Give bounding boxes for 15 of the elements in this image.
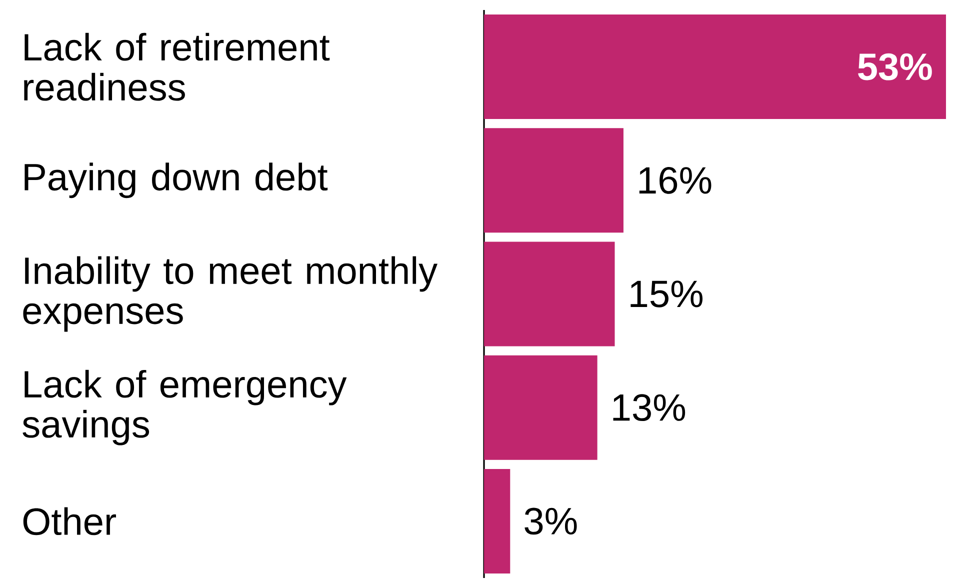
data-label: 16% <box>639 166 712 194</box>
bar <box>484 242 615 346</box>
y-tick-label: Inability to meet monthly expenses <box>23 256 438 332</box>
data-label: 3% <box>524 508 577 535</box>
bar <box>484 468 510 574</box>
y-tick-label: Other <box>23 507 116 536</box>
y-tick-label: Lack of retirement readiness <box>24 32 330 101</box>
y-tick-label: Paying down debt <box>24 162 328 198</box>
y-tick-label: Lack of emergency savings <box>22 370 347 446</box>
data-label: 53% <box>858 53 932 80</box>
bar <box>484 14 946 120</box>
bar <box>484 355 598 460</box>
bar <box>484 128 624 233</box>
data-label: 15% <box>630 280 703 308</box>
data-label: 13% <box>613 394 686 422</box>
